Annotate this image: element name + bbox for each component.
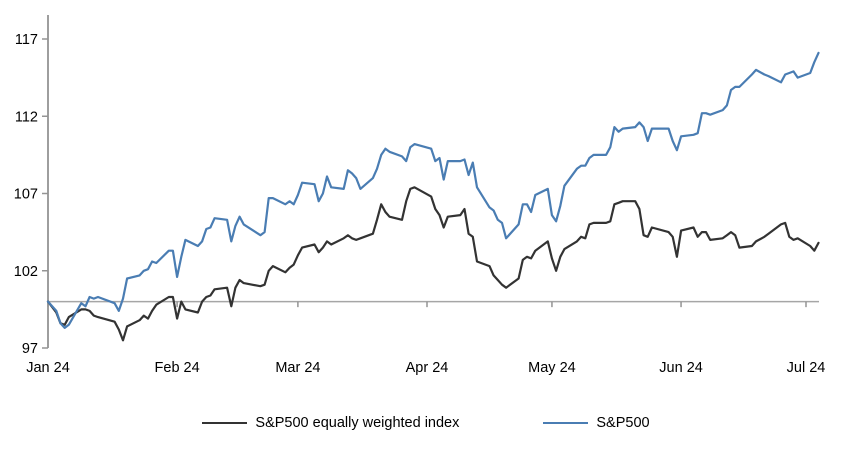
x-tick-label-1: Feb 24 <box>155 360 200 376</box>
y-tick-label-97: 97 <box>22 341 38 357</box>
x-tick-label-0: Jan 24 <box>26 360 70 376</box>
sp500-line-swatch <box>543 422 589 424</box>
series-line-sp500 <box>46 51 820 329</box>
y-tick-label-112: 112 <box>15 109 38 125</box>
x-tick-label-6: Jul 24 <box>787 360 826 376</box>
chart-legend: S&P500 equally weighted index S&P500 <box>0 413 852 433</box>
y-tick-label-107: 107 <box>14 187 38 203</box>
legend-label-equal-weight: S&P500 equally weighted index <box>255 415 460 431</box>
x-tick-label-4: May 24 <box>528 360 576 376</box>
series-line-equal-weight <box>46 186 820 342</box>
equal-weight-line-swatch <box>202 422 248 424</box>
x-tick-label-5: Jun 24 <box>659 360 703 376</box>
legend-item-equal-weight: S&P500 equally weighted index <box>202 415 459 431</box>
legend-label-sp500: S&P500 <box>596 415 650 431</box>
y-tick-label-117: 117 <box>15 32 38 48</box>
x-tick-label-3: Apr 24 <box>406 360 449 376</box>
y-tick-label-102: 102 <box>14 264 38 280</box>
legend-item-sp500: S&P500 <box>543 415 650 431</box>
x-tick-label-2: Mar 24 <box>275 360 320 376</box>
